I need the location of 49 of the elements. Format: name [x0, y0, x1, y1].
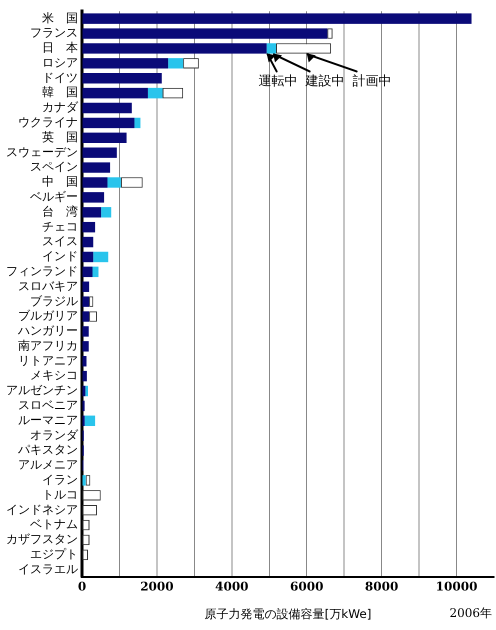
y-tick-label: 南アフリカ [18, 338, 78, 352]
y-tick-label: 英 国 [42, 130, 78, 144]
y-tick-label: パキスタン [17, 442, 78, 457]
x-tick-label: 8000 [364, 580, 398, 594]
y-tick-label: インド [42, 249, 78, 264]
y-tick-label: ロシア [42, 55, 78, 70]
y-tick-label: ルーマニア [18, 412, 78, 427]
y-tick-label: フランス [30, 26, 78, 40]
annotation: 建設中 [304, 74, 345, 89]
y-tick-label: アルゼンチン [6, 383, 78, 398]
y-tick-label: イラン [42, 472, 78, 487]
y-tick-label: スロベニア [18, 398, 78, 412]
y-tick-label: ベルギー [30, 190, 78, 204]
y-tick-label: スウェーデン [6, 144, 78, 159]
annotation: 運転中 [258, 74, 298, 89]
y-tick-label: カナダ [42, 100, 79, 114]
y-tick-label: ドイツ [42, 70, 78, 84]
y-tick-label: 台 湾 [42, 204, 78, 218]
y-tick-label: スロバキア [18, 278, 78, 293]
y-tick-label: フィンランド [6, 264, 78, 278]
y-tick-label: ハンガリー [17, 324, 78, 338]
y-tick-label: ベトナム [30, 517, 78, 532]
y-tick-label: 中 国 [42, 174, 78, 189]
y-tick-label: アルメニア [18, 458, 78, 472]
y-tick-label: ブラジル [30, 294, 78, 308]
x-tick-label: 0 [78, 580, 86, 594]
y-tick-label: エジプト [30, 546, 78, 561]
y-tick-label: スペイン [30, 160, 78, 174]
x-axis-title: 原子力発電の設備容量[万kWe] [204, 606, 372, 621]
y-tick-label: 米 国 [42, 10, 78, 25]
y-tick-label: オランダ [30, 428, 79, 442]
y-tick-label: カザフスタン [6, 532, 78, 546]
y-tick-label: 日 本 [42, 40, 78, 55]
y-tick-label: チェコ [42, 219, 78, 234]
y-tick-label: トルコ [42, 487, 78, 502]
text: 2006年 [449, 606, 492, 620]
annotation: 計画中 [352, 74, 392, 89]
x-tick-label: 6000 [290, 580, 324, 594]
y-tick-label: 韓 国 [42, 85, 78, 100]
x-tick-label: 10000 [436, 580, 478, 594]
y-tick-label: リトアニア [18, 353, 78, 368]
y-tick-label: ブルガリア [18, 308, 78, 323]
y-tick-label: インドネシア [6, 502, 78, 516]
x-tick-label: 4000 [215, 580, 249, 594]
y-tick-label: ウクライナ [18, 115, 78, 130]
y-tick-label: メキシコ [30, 368, 78, 382]
y-tick-label: イスラエル [18, 562, 78, 576]
x-tick-label: 2000 [140, 580, 174, 594]
y-tick-label: スイス [42, 234, 78, 248]
